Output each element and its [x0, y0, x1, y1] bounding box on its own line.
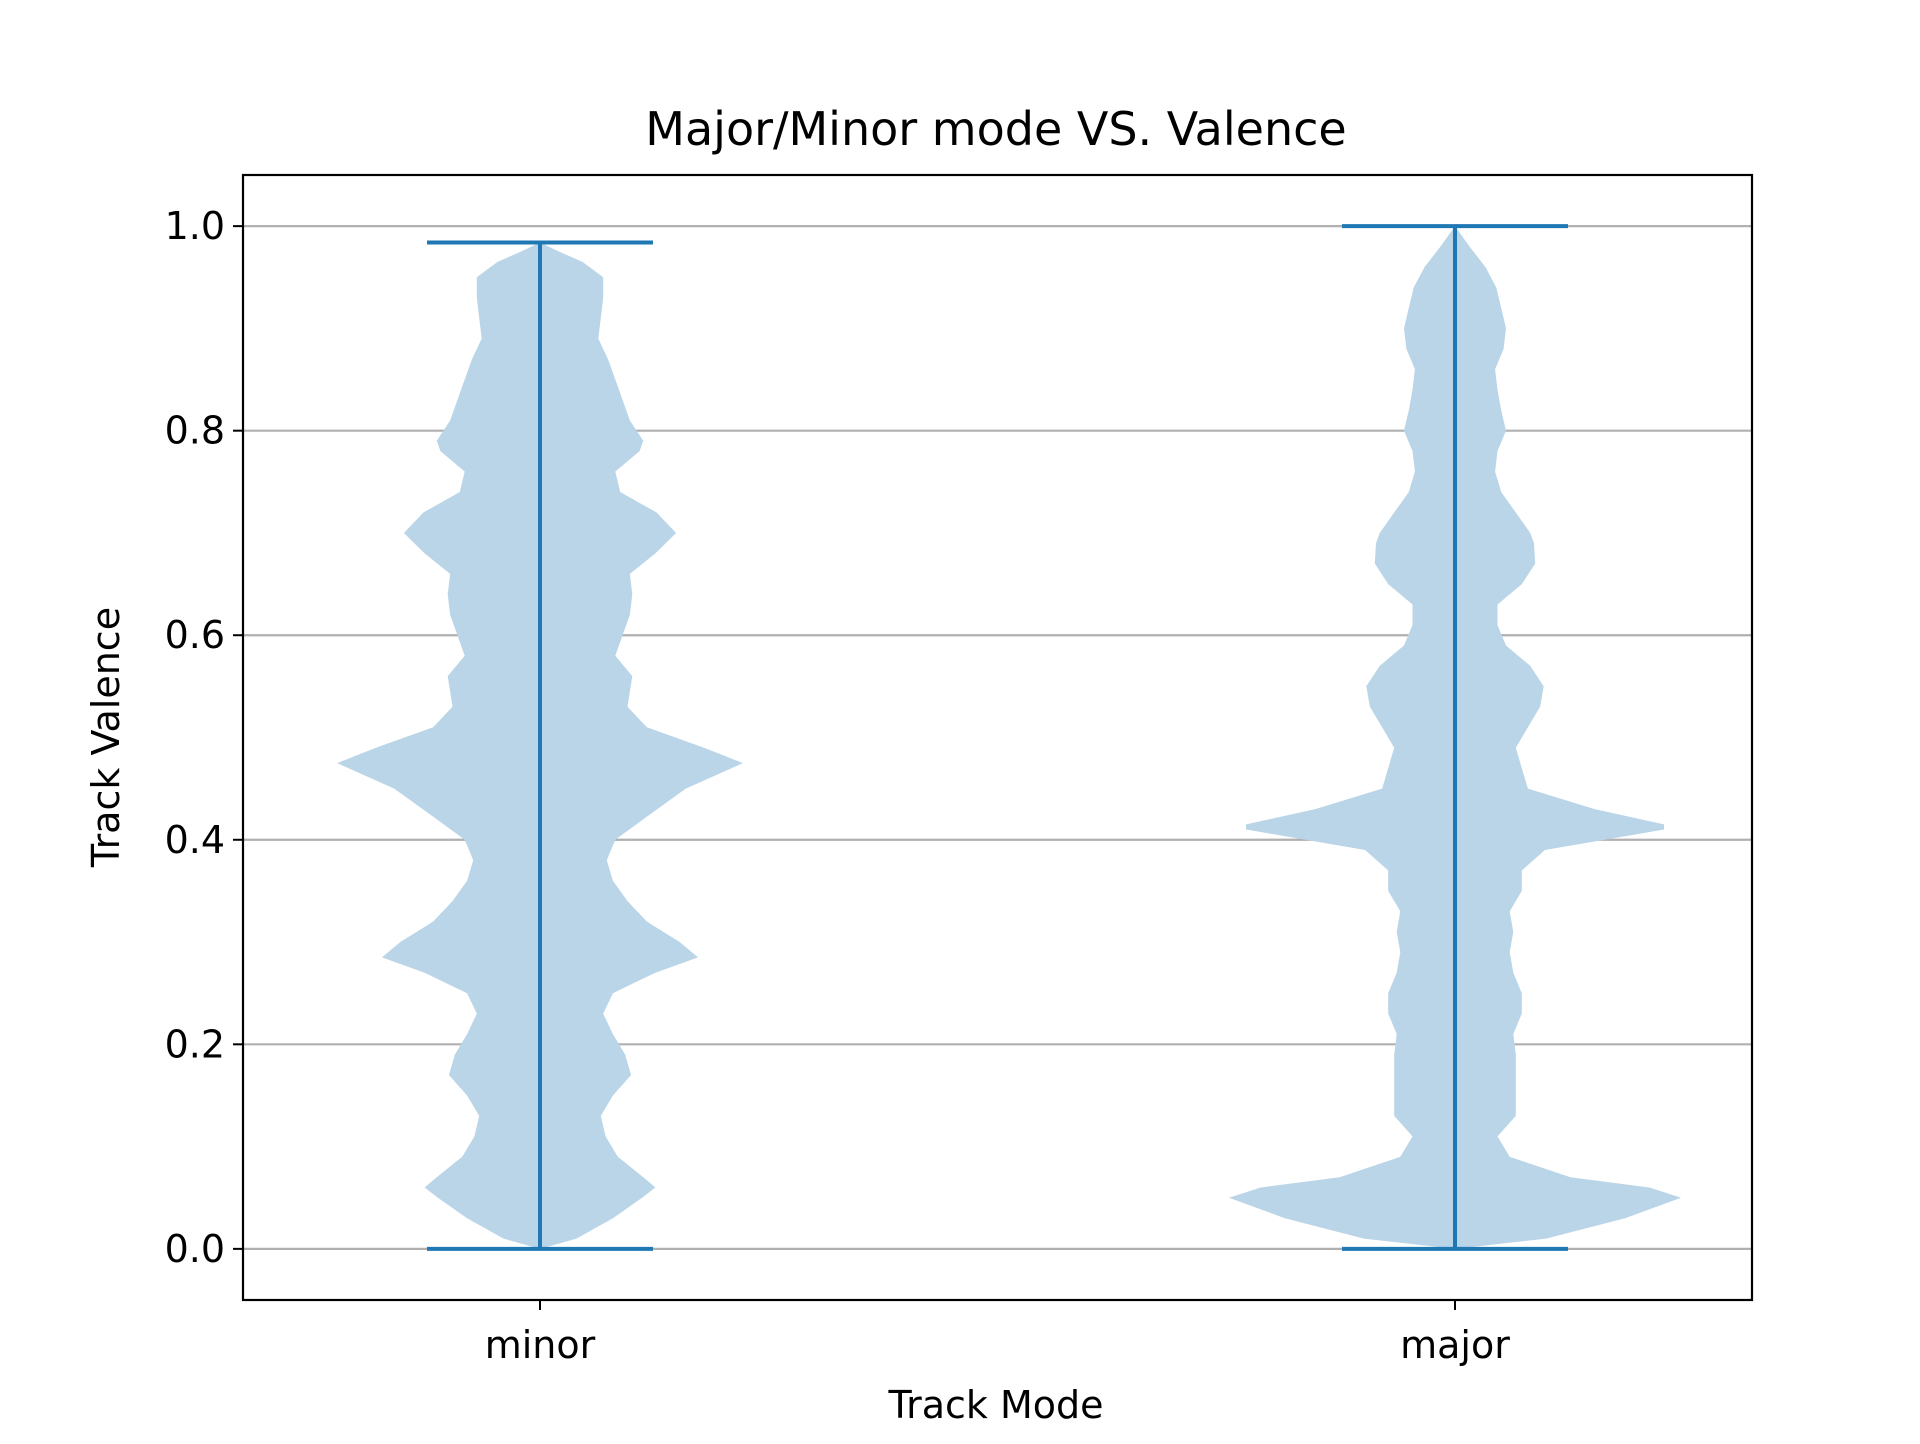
y-tick-label: 0.4 — [165, 818, 225, 862]
y-tick-label: 0.8 — [165, 409, 225, 453]
y-tick-label: 1.0 — [165, 204, 225, 248]
violin-layer — [337, 224, 1681, 1251]
tick-layer: 0.0 0.2 0.4 0.6 0.8 1.0 minor major — [165, 204, 1511, 1367]
plot-frame — [241, 173, 1754, 1302]
y-axis-label: Track Valence — [84, 607, 128, 868]
axes-layer — [241, 173, 1754, 1302]
y-tick-label: 0.2 — [165, 1022, 225, 1066]
y-tick-label: 0.0 — [165, 1227, 225, 1271]
x-tick-label: major — [1400, 1323, 1510, 1367]
y-tick-label: 0.6 — [165, 613, 225, 657]
x-axis-label: Track Mode — [887, 1383, 1103, 1427]
chart-title: Major/Minor mode VS. Valence — [645, 102, 1346, 156]
x-tick-label: minor — [485, 1323, 596, 1367]
